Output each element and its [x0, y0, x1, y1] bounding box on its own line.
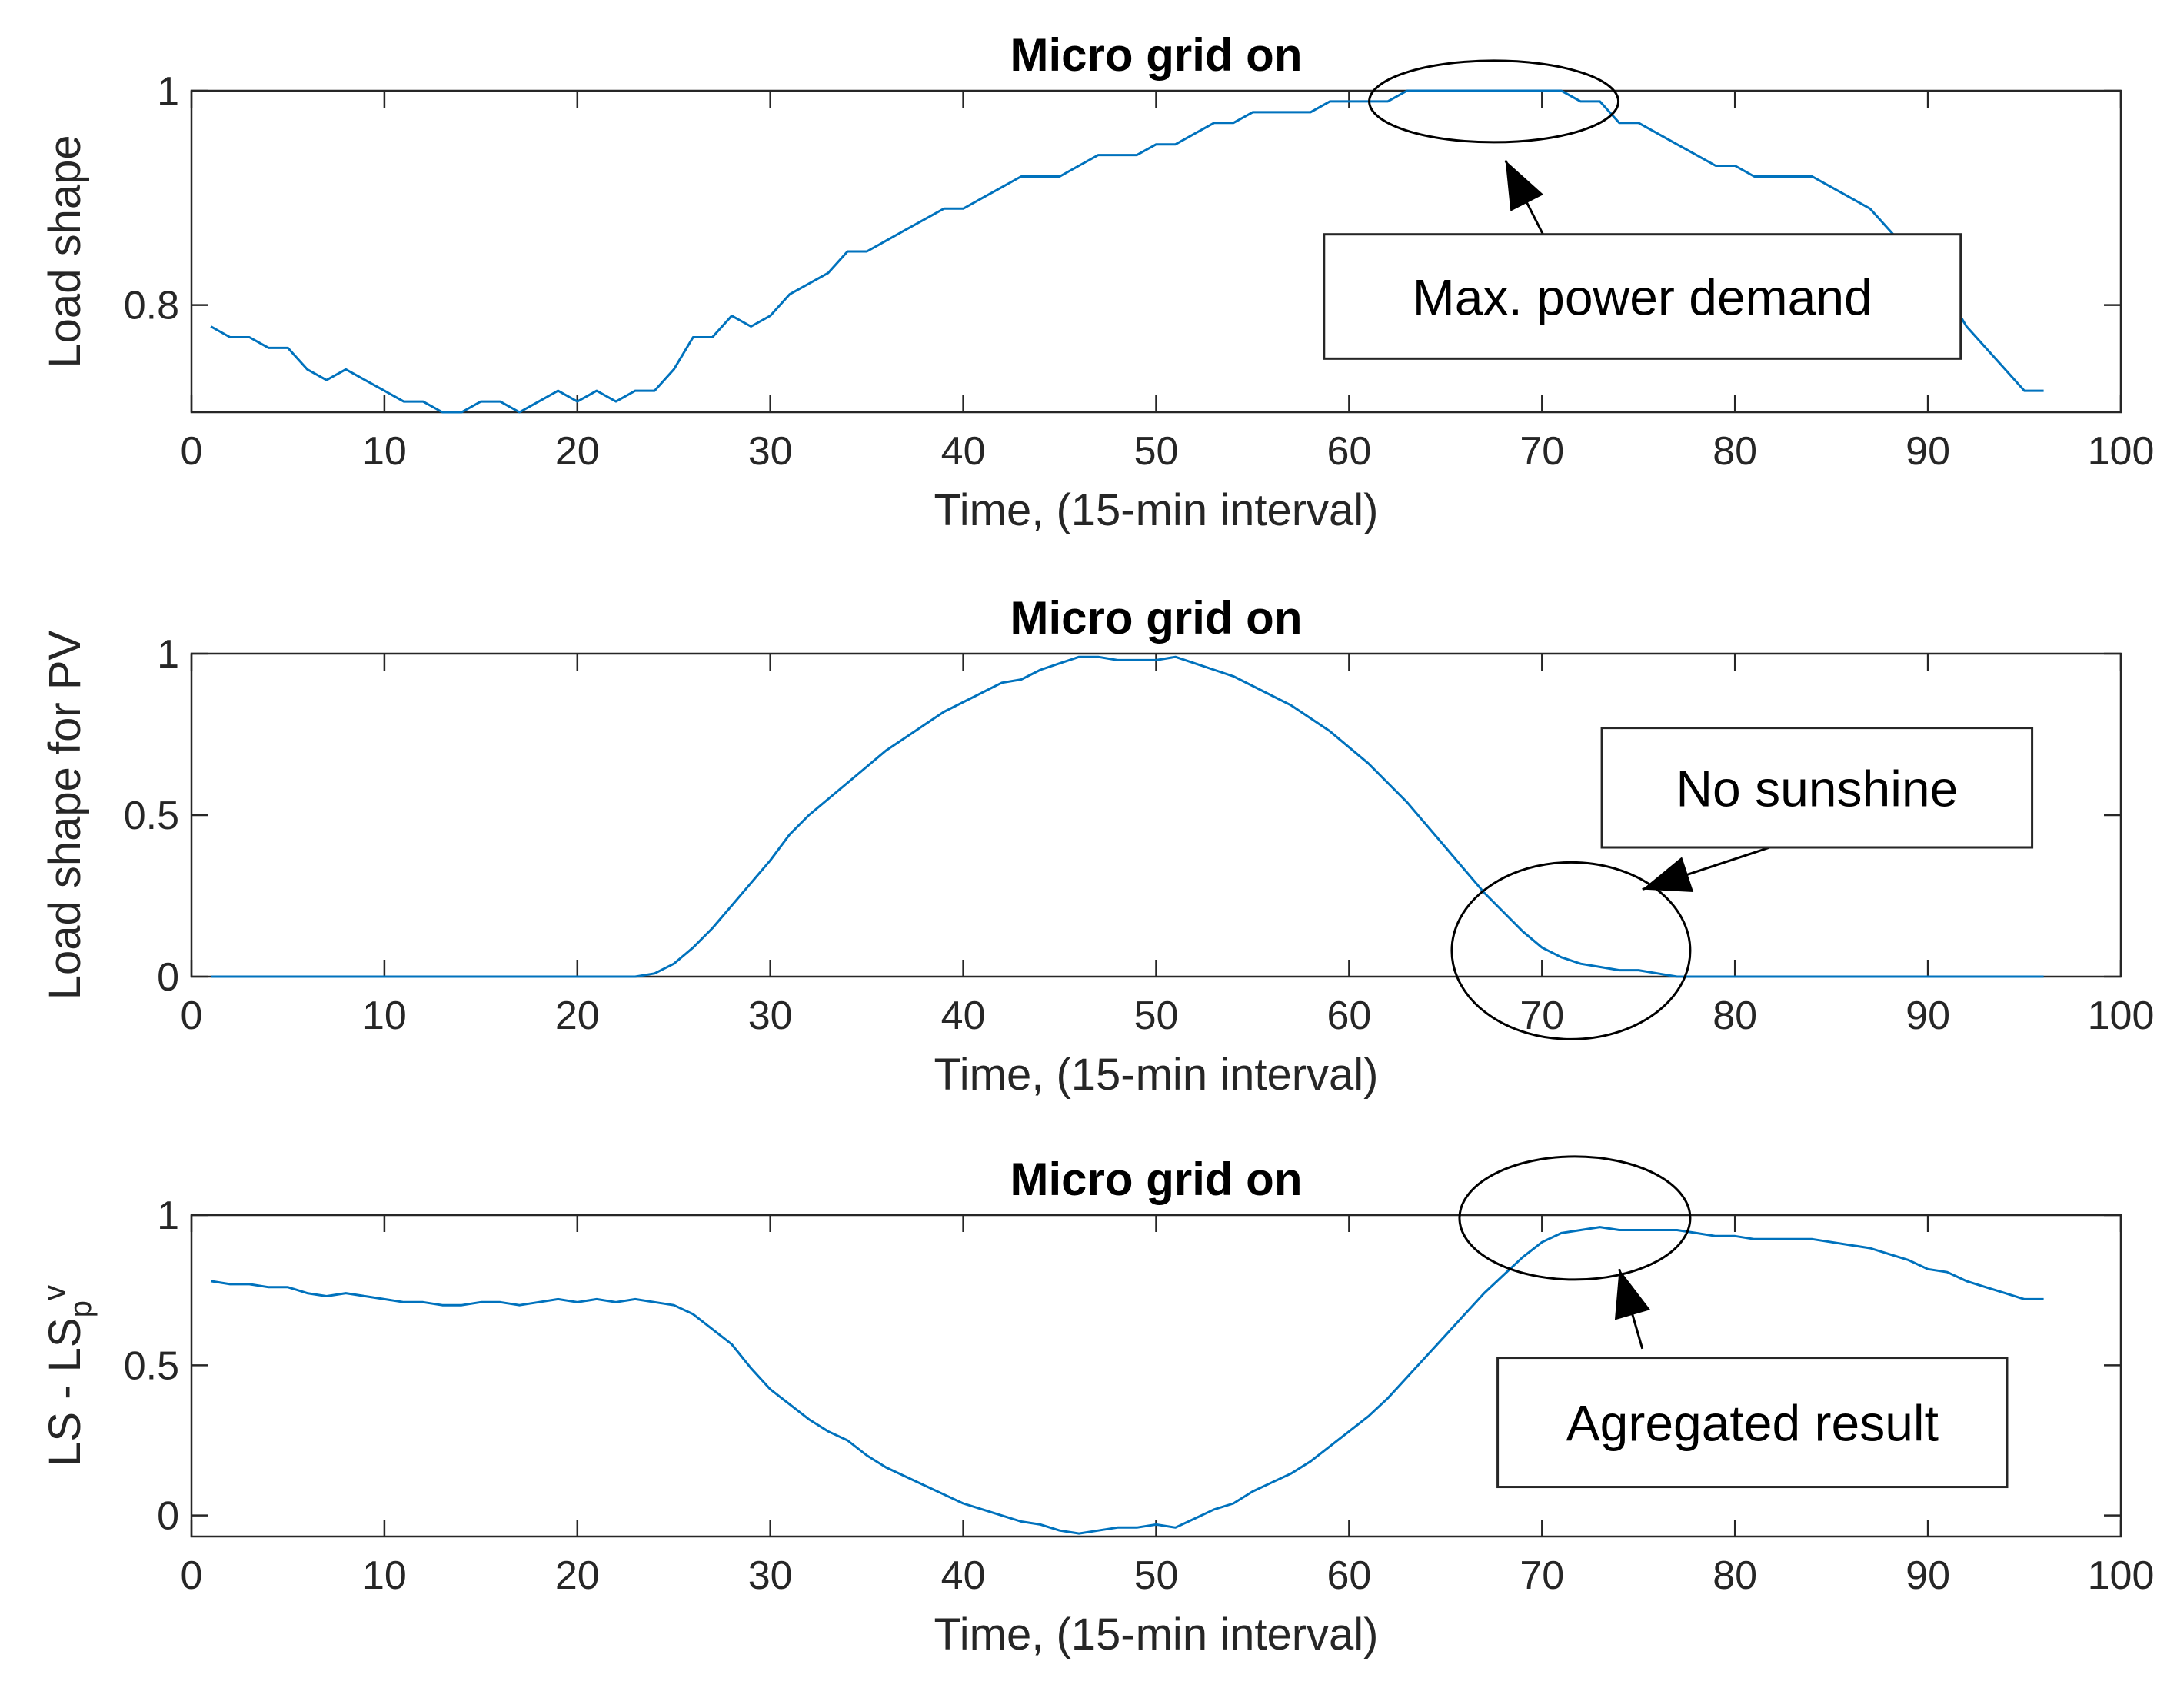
x-tick-label: 30: [748, 994, 793, 1038]
y-tick-label: 0.5: [124, 794, 179, 838]
x-tick-label: 10: [362, 1553, 407, 1598]
annotation-ellipse: [1450, 861, 1692, 1040]
x-tick-label: 50: [1134, 994, 1179, 1038]
y-tick-label: 0.5: [124, 1343, 179, 1388]
x-tick-label: 80: [1713, 1553, 1757, 1598]
x-tick-label: 40: [941, 429, 986, 474]
series-line: [211, 655, 2044, 978]
y-axis-label: Load shape: [40, 135, 90, 368]
annotation-arrowhead: [1505, 160, 1544, 211]
x-tick-label: 60: [1327, 994, 1371, 1038]
chart-title: Micro grid on: [1010, 592, 1303, 644]
x-tick-label: 10: [362, 994, 407, 1038]
x-tick-label: 10: [362, 429, 407, 474]
x-tick-label: 100: [2088, 994, 2155, 1038]
annotation-arrowhead: [1614, 1269, 1651, 1320]
y-tick-label: 1: [157, 1194, 179, 1238]
y-tick-label: 0.8: [124, 284, 179, 328]
x-axis-label: Time, (15-min interval): [934, 1610, 1379, 1660]
x-tick-label: 80: [1713, 429, 1757, 474]
x-tick-label: 0: [181, 429, 203, 474]
x-tick-label: 60: [1327, 1553, 1371, 1598]
annotation-text: Agregated result: [1566, 1395, 1939, 1452]
x-tick-label: 20: [555, 1553, 600, 1598]
x-axis-label: Time, (15-min interval): [934, 485, 1379, 535]
x-tick-label: 70: [1520, 994, 1564, 1038]
chart-title: Micro grid on: [1010, 1154, 1303, 1205]
y-tick-label: 0: [157, 1494, 179, 1539]
x-tick-label: 70: [1520, 1553, 1564, 1598]
subplot-2: 0 10 20 30 40 50 60 70 80 90 100 0 0.5 1 Micro grid on…: [40, 592, 2154, 1100]
x-tick-label: 0: [181, 994, 203, 1038]
x-tick-label: 50: [1134, 1553, 1179, 1598]
x-tick-label: 0: [181, 1553, 203, 1598]
annotation-arrowhead: [1642, 857, 1694, 892]
x-tick-label: 100: [2088, 1553, 2155, 1598]
annotation-box: [1323, 233, 1962, 360]
x-tick-label: 100: [2088, 429, 2155, 474]
annotation-ellipse: [1368, 59, 1620, 144]
series-line: [210, 89, 2044, 414]
annotation-ellipse: [1458, 1155, 1692, 1281]
series-line: [210, 1226, 2044, 1535]
chart-title: Micro grid on: [1010, 29, 1303, 81]
x-tick-label: 90: [1906, 429, 1950, 474]
x-tick-label: 90: [1906, 994, 1950, 1038]
x-axis-label: Time, (15-min interval): [934, 1050, 1379, 1100]
x-tick-label: 30: [748, 429, 793, 474]
subplot-3: 0 10 20 30 40 50 60 70 80 90 100 0 0.5 1 Micro grid on…: [38, 1154, 2154, 1660]
x-tick-label: 40: [941, 994, 986, 1038]
x-tick-label: 30: [748, 1553, 793, 1598]
annotation-text: Max. power demand: [1413, 269, 1872, 326]
y-axis-label: LS - LSpv: [38, 1285, 98, 1467]
annotation-box: [1496, 1357, 2009, 1489]
y-axis-label: Load shape for PV: [40, 630, 90, 1000]
annotation-box: [1600, 727, 2034, 849]
x-tick-label: 80: [1713, 994, 1757, 1038]
y-tick-label: 1: [157, 69, 179, 114]
x-tick-label: 70: [1520, 429, 1564, 474]
x-tick-label: 20: [555, 994, 600, 1038]
y-tick-label: 0: [157, 955, 179, 1000]
x-tick-label: 50: [1134, 429, 1179, 474]
subplot-1: 0 10 20 30 40 50 60 70 80 90 100 0.8 1 Micro grid on T…: [40, 29, 2154, 535]
x-tick-label: 20: [555, 429, 600, 474]
x-tick-label: 60: [1327, 429, 1371, 474]
annotation-text: No sunshine: [1676, 760, 1958, 817]
x-tick-label: 90: [1906, 1553, 1950, 1598]
y-tick-label: 1: [157, 632, 179, 677]
x-tick-label: 40: [941, 1553, 986, 1598]
